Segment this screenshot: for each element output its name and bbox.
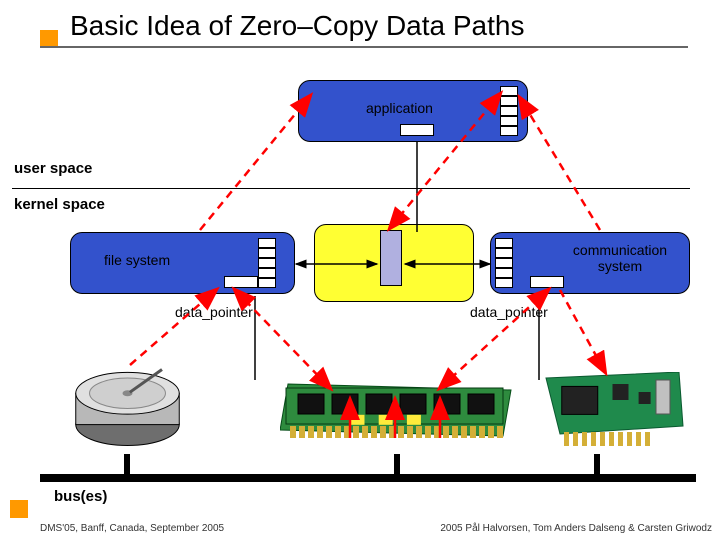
title-block: Basic Idea of Zero–Copy Data Paths — [40, 10, 688, 48]
bus-tick — [124, 454, 130, 474]
data-pointer-right-label: data_pointer — [470, 304, 548, 320]
page-title: Basic Idea of Zero–Copy Data Paths — [40, 10, 688, 42]
file-system-label: file system — [104, 252, 170, 268]
application-label: application — [366, 100, 433, 116]
space-divider — [12, 188, 690, 189]
side-bullet — [10, 500, 28, 518]
bus-tick — [394, 454, 400, 474]
footer-left: DMS'05, Banff, Canada, September 2005 — [40, 523, 224, 534]
bus-tick — [594, 454, 600, 474]
comm-system-label: communication system — [560, 242, 680, 274]
kernel-space-label: kernel space — [14, 196, 105, 213]
user-space-label: user space — [14, 160, 92, 177]
footer-right: 2005 Pål Halvorsen, Tom Anders Dalseng &… — [440, 523, 712, 534]
data-pointer-left-label: data_pointer — [175, 304, 253, 320]
bus-line — [40, 474, 696, 482]
bus-label: bus(es) — [54, 488, 107, 505]
title-underline — [40, 46, 688, 48]
